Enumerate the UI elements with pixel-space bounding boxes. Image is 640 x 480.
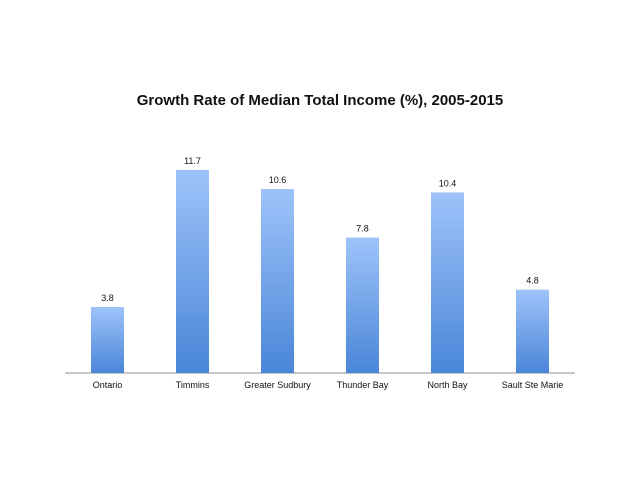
value-label-timmins: 11.7 — [184, 156, 201, 166]
bar-timmins — [176, 169, 209, 373]
value-label-thunder-bay: 7.8 — [356, 224, 369, 234]
bars-group — [91, 169, 549, 373]
value-label-greater-sudbury: 10.6 — [269, 175, 287, 185]
chart-title: Growth Rate of Median Total Income (%), … — [136, 92, 504, 109]
value-label-sault-ste-marie: 4.8 — [526, 276, 539, 286]
x-tick-label-sault-ste-marie: Sault Ste Marie — [502, 380, 564, 390]
x-tick-label-greater-sudbury: Greater Sudbury — [244, 380, 311, 390]
value-label-north-bay: 10.4 — [439, 179, 457, 189]
x-tick-label-timmins: Timmins — [176, 380, 210, 390]
bar-north-bay — [431, 192, 464, 373]
x-tick-label-ontario: Ontario — [93, 380, 123, 390]
bar-ontario — [91, 307, 124, 373]
value-labels-group: 3.8 11.7 10.6 7.8 10.4 4.8 — [101, 156, 539, 303]
bar-sault-ste-marie — [516, 289, 549, 373]
x-tick-label-north-bay: North Bay — [427, 380, 468, 390]
bar-greater-sudbury — [261, 189, 294, 373]
x-tick-label-thunder-bay: Thunder Bay — [337, 380, 389, 390]
x-tick-labels-group: Ontario Timmins Greater Sudbury Thunder Bay… — [93, 380, 564, 390]
value-label-ontario: 3.8 — [101, 293, 114, 303]
bar-thunder-bay — [346, 237, 379, 373]
